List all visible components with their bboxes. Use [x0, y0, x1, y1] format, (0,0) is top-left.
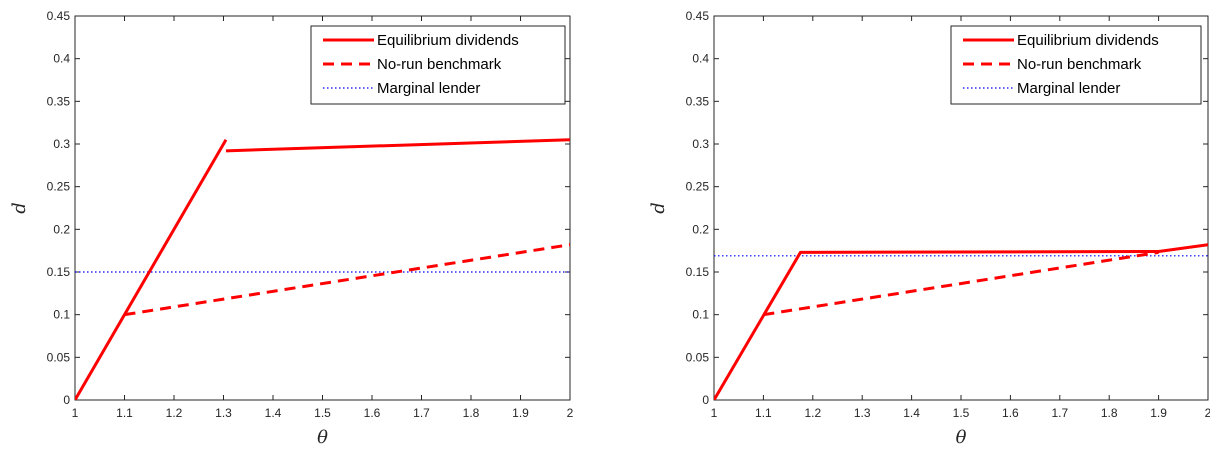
x-tick-label: 2 — [567, 406, 574, 420]
y-tick-label: 0.05 — [47, 350, 71, 364]
x-tick-label: 1.9 — [1150, 406, 1167, 420]
y-tick-label: 0 — [63, 393, 70, 407]
x-axis-label: θ — [317, 427, 328, 448]
x-tick-label: 1 — [72, 406, 79, 420]
x-tick-label: 1.9 — [512, 406, 529, 420]
y-tick-label: 0.45 — [686, 9, 710, 23]
x-tick-label: 1.3 — [215, 406, 232, 420]
y-tick-label: 0.3 — [692, 137, 709, 151]
series-line-equilibrium-dividends — [714, 243, 1208, 400]
y-tick-label: 0.1 — [53, 308, 70, 322]
y-axis-label: d — [9, 202, 30, 214]
y-tick-label: 0.3 — [53, 137, 70, 151]
y-tick-label: 0.45 — [47, 9, 71, 23]
x-tick-label: 1.1 — [116, 406, 133, 420]
x-tick-label: 2 — [1205, 406, 1210, 420]
legend-label: No-run benchmark — [377, 56, 502, 73]
left-chart-panel: 1 1.1 1.2 1.3 1.4 1.5 1.6 1.7 1.8 1.9 2 0 0.05 0.1 0.1… — [9, 9, 574, 448]
legend-label: Marginal lender — [1017, 80, 1120, 97]
y-tick-label: 0 — [702, 393, 709, 407]
series-line-equilibrium-dividends — [225, 138, 570, 153]
legend: Equilibrium dividends No-run benchmark Mar… — [310, 25, 566, 105]
y-tick-label: 0.1 — [692, 308, 709, 322]
y-tick-label: 0.25 — [686, 180, 710, 194]
x-tick-label: 1.5 — [953, 406, 970, 420]
x-tick-label: 1.2 — [166, 406, 183, 420]
right-chart-panel: 1 1.1 1.2 1.3 1.4 1.5 1.6 1.7 1.8 1.9 2 0 0.05 0.1 0.1… — [648, 9, 1210, 448]
y-tick-label: 0.35 — [47, 94, 71, 108]
x-tick-label: 1.8 — [1101, 406, 1118, 420]
x-axis-label: θ — [956, 427, 967, 448]
x-tick-label: 1.8 — [463, 406, 480, 420]
x-tick-label: 1.4 — [903, 406, 920, 420]
legend: Equilibrium dividends No-run benchmark Mar… — [950, 25, 1202, 105]
y-tick-label: 0.25 — [47, 180, 71, 194]
x-tick-label: 1.6 — [1002, 406, 1019, 420]
y-axis-label: d — [648, 202, 669, 214]
x-tick-label: 1 — [711, 406, 718, 420]
legend-label: Equilibrium dividends — [1017, 32, 1159, 49]
series-line-no-run-benchmark — [763, 250, 1159, 317]
legend-label: Marginal lender — [377, 80, 480, 97]
series-line-no-run-benchmark — [124, 243, 570, 317]
legend-label: Equilibrium dividends — [377, 32, 519, 49]
x-tick-label: 1.7 — [1051, 406, 1068, 420]
y-tick-label: 0.2 — [53, 222, 70, 236]
x-tick-label: 1.4 — [265, 406, 282, 420]
y-tick-label: 0.15 — [686, 265, 710, 279]
y-tick-label: 0.2 — [692, 222, 709, 236]
x-tick-label: 1.2 — [804, 406, 821, 420]
y-tick-label: 0.05 — [686, 350, 710, 364]
legend-label: No-run benchmark — [1017, 56, 1142, 73]
y-tick-label: 0.4 — [692, 52, 709, 66]
series-line-equilibrium-dividends — [75, 138, 228, 400]
y-tick-label: 0.15 — [47, 265, 71, 279]
y-tick-label: 0.35 — [686, 94, 710, 108]
x-tick-label: 1.6 — [364, 406, 381, 420]
x-tick-label: 1.5 — [314, 406, 331, 420]
x-tick-label: 1.1 — [755, 406, 772, 420]
y-tick-label: 0.4 — [53, 52, 70, 66]
x-tick-label: 1.7 — [413, 406, 430, 420]
x-tick-label: 1.3 — [854, 406, 871, 420]
